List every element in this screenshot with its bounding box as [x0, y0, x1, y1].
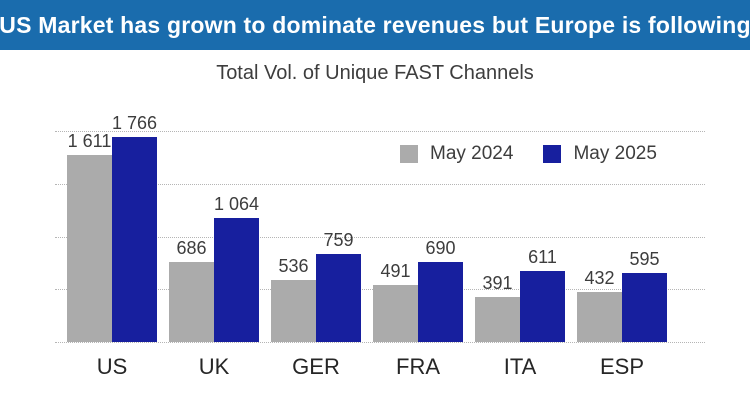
- header-title: US Market has grown to dominate revenues…: [0, 11, 750, 38]
- value-label-may2024-uk: 686: [176, 238, 207, 259]
- category-label-fra: FRA: [396, 354, 440, 379]
- bar-may2024-esp: [577, 291, 622, 342]
- value-label-may2025-ger: 759: [323, 229, 354, 250]
- bar-may2024-ger: [271, 279, 316, 342]
- bar-may2024-us: [67, 154, 112, 342]
- value-label-may2024-ger: 536: [278, 255, 309, 276]
- gridline: [55, 131, 705, 132]
- bar-chart: Total Vol. of Unique FAST Channels May 2…: [0, 50, 750, 400]
- chart-legend: May 2024 May 2025: [400, 143, 657, 165]
- bar-may2024-fra: [373, 284, 418, 342]
- value-label-may2025-us: 1 766: [111, 112, 158, 133]
- value-label-may2024-us: 1 611: [67, 130, 112, 151]
- gridline: [55, 236, 705, 238]
- category-label-esp: ESP: [599, 354, 645, 379]
- x-axis-baseline: [55, 342, 705, 343]
- bar-may2025-uk: [214, 218, 259, 342]
- legend-label: May 2024: [430, 143, 514, 164]
- chart-title: Total Vol. of Unique FAST Channels: [216, 62, 534, 84]
- value-label-may2025-uk: 1 064: [213, 194, 260, 215]
- legend-swatch: [543, 145, 562, 163]
- legend-label: May 2025: [573, 143, 657, 164]
- category-label-us: US: [96, 354, 128, 379]
- header-banner: US Market has grown to dominate revenues…: [0, 0, 750, 50]
- legend-swatch: [400, 145, 418, 163]
- category-label-ita: ITA: [503, 354, 537, 379]
- bar-may2025-ger: [316, 253, 361, 342]
- legend-item-may2024: May 2024: [400, 143, 513, 165]
- bar-may2024-uk: [169, 262, 214, 342]
- bar-may2025-us: [112, 136, 157, 342]
- bar-may2025-fra: [418, 261, 463, 342]
- value-label-may2024-esp: 432: [584, 267, 615, 288]
- plot-area: May 2024 May 2025 1 611 1 766 US 686 1 064 UK 5…: [55, 113, 705, 379]
- value-label-may2025-ita: 611: [528, 246, 557, 267]
- gridline: [55, 183, 705, 185]
- value-label-may2024-fra: 491: [380, 260, 411, 281]
- bar-may2025-esp: [622, 272, 667, 342]
- bar-may2024-ita: [475, 296, 520, 342]
- category-label-ger: GER: [292, 354, 340, 379]
- legend-item-may2025: May 2025: [543, 143, 657, 165]
- bar-may2025-ita: [520, 270, 565, 342]
- value-label-may2025-esp: 595: [629, 248, 660, 269]
- value-label-may2024-ita: 391: [482, 272, 513, 293]
- value-label-may2025-fra: 690: [425, 237, 456, 258]
- category-label-uk: UK: [198, 354, 230, 379]
